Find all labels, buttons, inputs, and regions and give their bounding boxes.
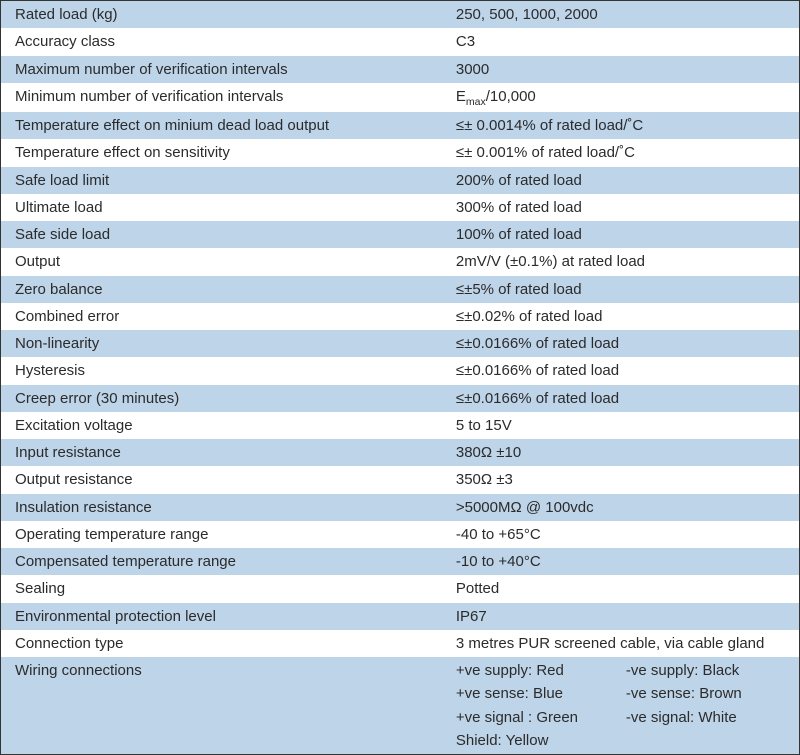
spec-label: Environmental protection level xyxy=(1,603,456,630)
wiring-grid: +ve supply: Red-ve supply: Black+ve sens… xyxy=(456,659,789,752)
table-row: Environmental protection levelIP67 xyxy=(1,603,799,630)
spec-label: Operating temperature range xyxy=(1,521,456,548)
spec-value: 100% of rated load xyxy=(456,221,799,248)
spec-value: 3 metres PUR screened cable, via cable g… xyxy=(456,630,799,657)
table-row: Temperature effect on minium dead load o… xyxy=(1,112,799,139)
table-row: Insulation resistance>5000MΩ @ 100vdc xyxy=(1,494,799,521)
table-row: Zero balance≤±5% of rated load xyxy=(1,276,799,303)
spec-value: IP67 xyxy=(456,603,799,630)
table-row: Safe load limit200% of rated load xyxy=(1,167,799,194)
spec-value: ≤±0.0166% of rated load xyxy=(456,385,799,412)
spec-value: ≤±5% of rated load xyxy=(456,276,799,303)
table-row: Operating temperature range-40 to +65°C xyxy=(1,521,799,548)
spec-value: C3 xyxy=(456,28,799,55)
spec-value: ≤±0.02% of rated load xyxy=(456,303,799,330)
spec-value-wiring: +ve supply: Red-ve supply: Black+ve sens… xyxy=(456,657,799,754)
table-row: Compensated temperature range-10 to +40°… xyxy=(1,548,799,575)
spec-label: Hysteresis xyxy=(1,357,456,384)
table-row-wiring: Wiring connections+ve supply: Red-ve sup… xyxy=(1,657,799,754)
spec-label: Creep error (30 minutes) xyxy=(1,385,456,412)
spec-label: Input resistance xyxy=(1,439,456,466)
spec-label: Wiring connections xyxy=(1,657,456,754)
spec-label: Accuracy class xyxy=(1,28,456,55)
spec-label: Rated load (kg) xyxy=(1,1,456,28)
table-row: Rated load (kg)250, 500, 1000, 2000 xyxy=(1,1,799,28)
spec-label: Ultimate load xyxy=(1,194,456,221)
spec-value: Emax/10,000 xyxy=(456,83,799,112)
spec-label: Temperature effect on sensitivity xyxy=(1,139,456,166)
spec-value: ≤±0.0166% of rated load xyxy=(456,330,799,357)
table-row: Non-linearity≤±0.0166% of rated load xyxy=(1,330,799,357)
spec-label: Non-linearity xyxy=(1,330,456,357)
table-row: Excitation voltage5 to 15V xyxy=(1,412,799,439)
spec-label: Compensated temperature range xyxy=(1,548,456,575)
table-row: Accuracy classC3 xyxy=(1,28,799,55)
spec-value: 300% of rated load xyxy=(456,194,799,221)
spec-label: Connection type xyxy=(1,630,456,657)
spec-value: ≤±0.0166% of rated load xyxy=(456,357,799,384)
spec-value: 2mV/V (±0.1%) at rated load xyxy=(456,248,799,275)
spec-value: 5 to 15V xyxy=(456,412,799,439)
table-row: Minimum number of verification intervals… xyxy=(1,83,799,112)
wiring-cell: Shield: Yellow xyxy=(456,729,626,752)
spec-label: Maximum number of verification intervals xyxy=(1,56,456,83)
spec-label: Safe load limit xyxy=(1,167,456,194)
spec-label: Temperature effect on minium dead load o… xyxy=(1,112,456,139)
spec-value: 250, 500, 1000, 2000 xyxy=(456,1,799,28)
table-row: Output2mV/V (±0.1%) at rated load xyxy=(1,248,799,275)
table-row: Hysteresis≤±0.0166% of rated load xyxy=(1,357,799,384)
table-row: Combined error≤±0.02% of rated load xyxy=(1,303,799,330)
spec-label: Insulation resistance xyxy=(1,494,456,521)
spec-value: ≤± 0.0014% of rated load/˚C xyxy=(456,112,799,139)
spec-label: Excitation voltage xyxy=(1,412,456,439)
spec-label: Zero balance xyxy=(1,276,456,303)
spec-table: Rated load (kg)250, 500, 1000, 2000Accur… xyxy=(0,0,800,755)
table-row: Input resistance380Ω ±10 xyxy=(1,439,799,466)
spec-label: Safe side load xyxy=(1,221,456,248)
spec-label: Output xyxy=(1,248,456,275)
spec-value: 380Ω ±10 xyxy=(456,439,799,466)
table-row: Ultimate load300% of rated load xyxy=(1,194,799,221)
spec-value: -10 to +40°C xyxy=(456,548,799,575)
table-row: Output resistance350Ω ±3 xyxy=(1,466,799,493)
table-row: Safe side load100% of rated load xyxy=(1,221,799,248)
wiring-cell: +ve sense: Blue xyxy=(456,682,626,705)
table-row: Connection type3 metres PUR screened cab… xyxy=(1,630,799,657)
table-row: SealingPotted xyxy=(1,575,799,602)
spec-value: Potted xyxy=(456,575,799,602)
wiring-cell: -ve sense: Brown xyxy=(626,682,796,705)
spec-value: 350Ω ±3 xyxy=(456,466,799,493)
table-row: Creep error (30 minutes)≤±0.0166% of rat… xyxy=(1,385,799,412)
spec-value: ≤± 0.001% of rated load/˚C xyxy=(456,139,799,166)
wiring-cell: -ve signal: White xyxy=(626,706,796,729)
wiring-cell: -ve supply: Black xyxy=(626,659,796,682)
spec-value: -40 to +65°C xyxy=(456,521,799,548)
spec-value: 3000 xyxy=(456,56,799,83)
wiring-cell: +ve supply: Red xyxy=(456,659,626,682)
table-row: Temperature effect on sensitivity≤± 0.00… xyxy=(1,139,799,166)
wiring-cell xyxy=(626,729,796,752)
spec-label: Sealing xyxy=(1,575,456,602)
spec-value: >5000MΩ @ 100vdc xyxy=(456,494,799,521)
wiring-cell: +ve signal : Green xyxy=(456,706,626,729)
table-row: Maximum number of verification intervals… xyxy=(1,56,799,83)
spec-value: 200% of rated load xyxy=(456,167,799,194)
spec-label: Minimum number of verification intervals xyxy=(1,83,456,112)
spec-label: Output resistance xyxy=(1,466,456,493)
spec-label: Combined error xyxy=(1,303,456,330)
